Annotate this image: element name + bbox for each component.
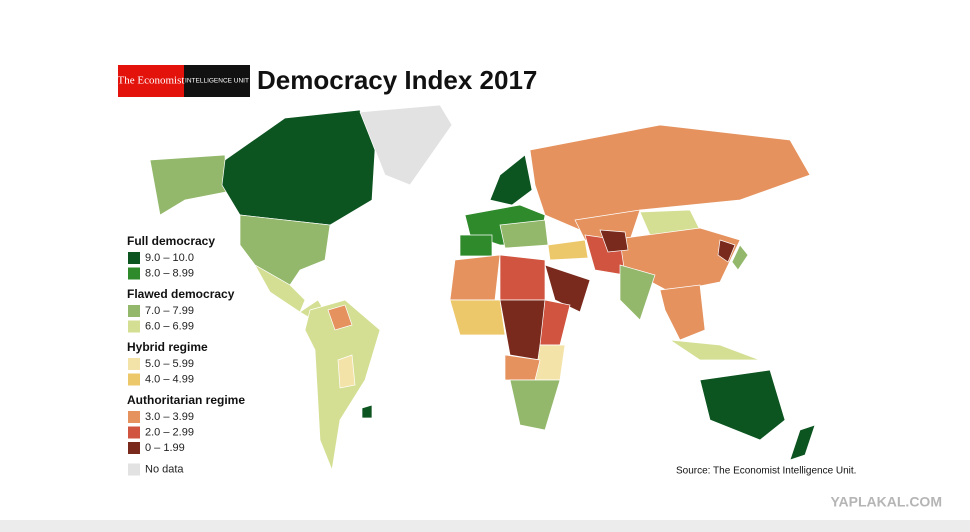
logo-red bbox=[118, 65, 184, 97]
legend-group-title: Authoritarian regime bbox=[127, 393, 245, 407]
title: Democracy Index 2017 bbox=[257, 65, 537, 95]
logo-black bbox=[184, 65, 250, 97]
legend-swatch bbox=[128, 358, 140, 370]
logo-main: The Economist bbox=[118, 75, 185, 87]
legend-swatch bbox=[128, 442, 140, 454]
legend-swatch bbox=[128, 411, 140, 423]
legend-swatch bbox=[128, 252, 140, 264]
legend-label: 3.0 – 3.99 bbox=[145, 411, 194, 423]
legend-label: 0 – 1.99 bbox=[145, 442, 185, 454]
legend-swatch bbox=[128, 373, 140, 386]
legend-label: No data bbox=[145, 463, 184, 475]
legend-label: 7.0 – 7.99 bbox=[145, 305, 194, 317]
legend-swatch bbox=[128, 463, 140, 476]
logo: The Economist INTELLIGENCE UNIT bbox=[118, 65, 250, 97]
legend-group-title: Full democracy bbox=[127, 234, 215, 248]
logo-side: INTELLIGENCE UNIT bbox=[185, 78, 249, 85]
footer-bar bbox=[0, 520, 970, 532]
legend-label: 4.0 – 4.99 bbox=[145, 373, 194, 385]
world-map bbox=[149, 104, 816, 472]
legend-swatch bbox=[128, 305, 140, 317]
legend-label: 5.0 – 5.99 bbox=[145, 358, 194, 370]
legend-label: 6.0 – 6.99 bbox=[145, 320, 194, 332]
legend-group-title: Hybrid regime bbox=[127, 340, 208, 354]
legend-label: 8.0 – 8.99 bbox=[145, 267, 194, 279]
legend-swatch bbox=[128, 426, 140, 439]
legend: Full democracy 9.0 – 10.0 8.0 – 8.99 Flawed… bbox=[127, 234, 245, 476]
legend-label: 2.0 – 2.99 bbox=[145, 426, 194, 438]
source: Source: The Economist Intelligence Unit. bbox=[676, 466, 856, 477]
legend-swatch bbox=[128, 320, 140, 333]
watermark: YAPLAKAL.COM bbox=[831, 494, 943, 510]
legend-swatch bbox=[128, 267, 140, 280]
legend-group-title: Flawed democracy bbox=[127, 287, 235, 301]
legend-label: 9.0 – 10.0 bbox=[145, 252, 194, 264]
